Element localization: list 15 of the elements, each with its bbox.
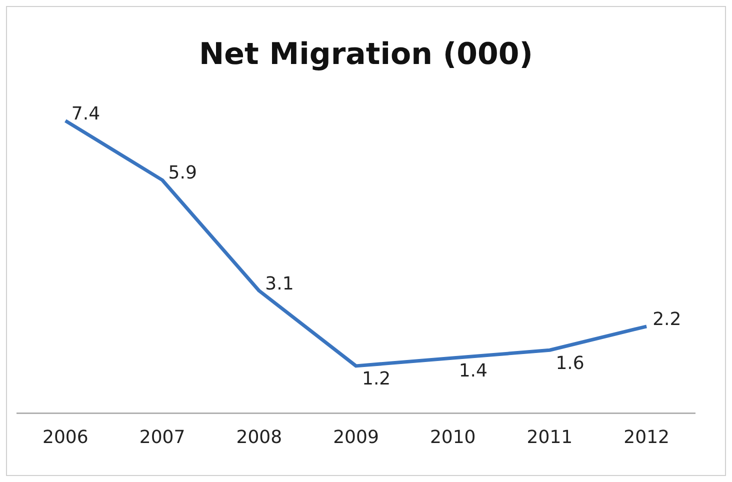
x-tick-label: 2007 [139, 426, 186, 448]
x-tick-label: 2008 [236, 426, 282, 448]
x-tick-label: 2012 [624, 426, 670, 448]
x-tick-label: 2009 [333, 426, 379, 448]
chart-title: Net Migration (000) [198, 37, 534, 72]
data-label: 1.4 [458, 360, 488, 382]
data-label: 1.2 [362, 368, 391, 390]
x-tick-label: 2006 [42, 426, 88, 448]
data-label: 5.9 [168, 162, 197, 184]
x-tick-label: 2010 [430, 426, 476, 448]
data-label: 7.4 [71, 103, 100, 124]
data-label: 3.1 [265, 273, 294, 294]
x-tick-label: 2011 [526, 426, 573, 448]
data-label: 1.6 [556, 352, 584, 374]
data-label: 2.2 [652, 309, 682, 330]
